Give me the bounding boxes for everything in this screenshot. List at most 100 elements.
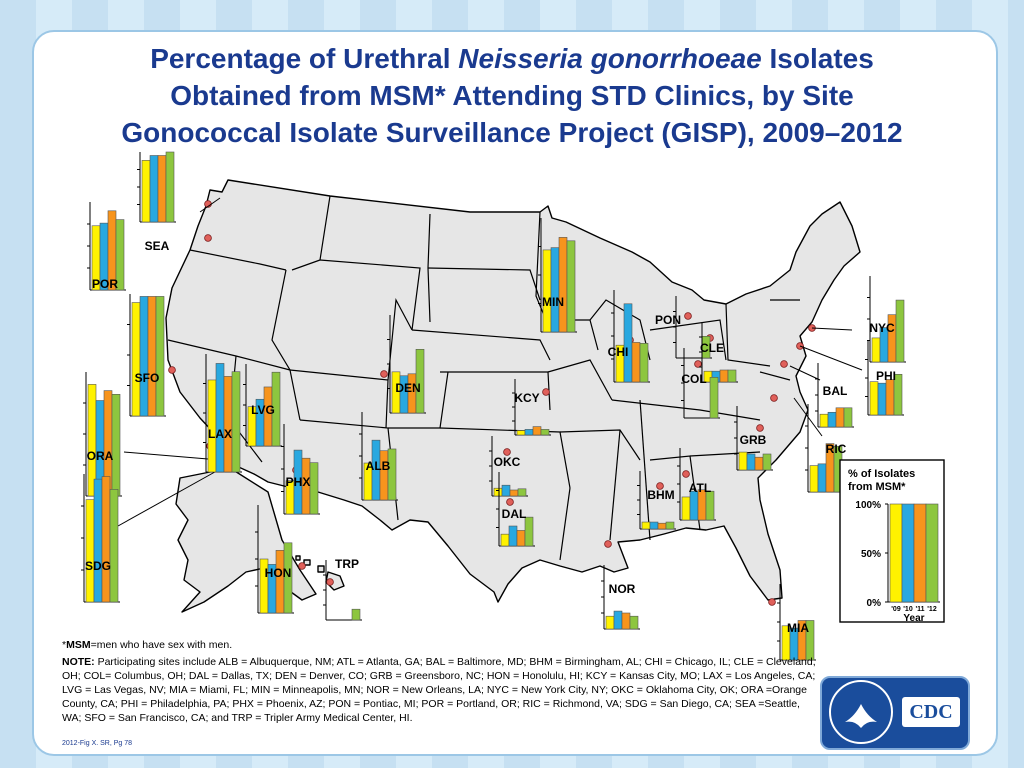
legend-year-label: '09 (891, 606, 901, 613)
site-chart-den: DEN (387, 315, 426, 414)
site-marker-trp (326, 578, 334, 586)
site-chart-sea: SEA (137, 151, 176, 253)
bar-kcy-2 (532, 426, 542, 436)
site-marker-grb (756, 424, 764, 432)
site-label-lax: LAX (208, 427, 232, 441)
hhs-eagle-icon (845, 704, 877, 728)
bar-lvg-3 (271, 371, 281, 447)
site-chart-bhm: BHM (637, 471, 676, 530)
bar-grb-0 (738, 451, 748, 471)
bar-cle-2 (719, 369, 729, 383)
bar-bhm-3 (665, 521, 675, 530)
title-line1-post: Isolates (761, 43, 874, 74)
bar-hon-2 (275, 550, 285, 614)
bar-sdg-2 (101, 476, 111, 603)
bar-ora-3 (111, 394, 121, 497)
bar-ric-1 (817, 463, 827, 493)
footnote: *MSM=men who have sex with men. NOTE: Pa… (62, 638, 822, 725)
title-line2: Obtained from MSM* Attending STD Clinics… (170, 80, 854, 111)
site-chart-col: COL (681, 348, 720, 419)
bar-grb-1 (746, 453, 756, 471)
bar-mia-3 (805, 620, 815, 661)
bar-sdg-1 (93, 478, 103, 603)
site-chart-mia: MIA (777, 584, 816, 661)
site-chart-grb: GRB (734, 406, 773, 471)
site-chart-cle: CLE (699, 322, 738, 383)
site-marker-mia (768, 598, 776, 606)
title-line1-italic: Neisseria gonorrhoeae (458, 43, 762, 74)
bar-den-3 (415, 348, 425, 414)
site-label-hon: HON (265, 566, 292, 580)
bar-sea-0 (141, 160, 151, 223)
site-chart-pon: PON (655, 296, 712, 359)
site-label-kcy: KCY (514, 391, 539, 405)
msm-star: * (62, 639, 67, 651)
site-marker-den (380, 370, 388, 378)
site-chart-phi: PHI (865, 341, 904, 416)
bar-dal-1 (508, 525, 518, 547)
site-marker-ric (770, 394, 778, 402)
bar-nyc-0 (871, 337, 881, 363)
site-marker-okc (503, 448, 511, 456)
hawaii-kauai (295, 555, 301, 561)
site-label-lvg: LVG (251, 403, 275, 417)
figure-id: 2012-Fig X. SR, Pg 78 (62, 740, 133, 747)
site-label-phi: PHI (876, 369, 896, 383)
site-chart-dal: DAL (496, 472, 535, 547)
site-label-col: COL (681, 372, 706, 386)
bar-chi-2 (631, 342, 641, 383)
bar-ric-0 (809, 465, 819, 493)
site-label-sdg: SDG (85, 559, 111, 573)
bar-bal-3 (843, 407, 853, 428)
site-marker-bal (780, 360, 788, 368)
bar-phi-3 (893, 373, 903, 416)
legend-title-line1: % of Isolates (848, 468, 915, 480)
site-chart-okc: OKC (489, 436, 528, 497)
bar-phi-2 (885, 379, 895, 416)
site-bar-charts: SEA POR SFO ORA SDG LAX LVG PHX ALB HON TRP DEN MIN K… (81, 151, 906, 661)
bar-bhm-1 (649, 521, 659, 530)
site-label-por: POR (92, 277, 118, 291)
bar-atl-0 (681, 496, 691, 521)
site-label-ric: RIC (826, 442, 847, 456)
site-label-sfo: SFO (135, 371, 160, 385)
bar-okc-1 (501, 484, 511, 497)
site-label-den: DEN (395, 381, 420, 395)
site-chart-min: MIN (538, 218, 577, 333)
msm-bold: MSM (66, 639, 91, 651)
legend-bar-2 (913, 503, 927, 603)
title-line3: Gonococcal Isolate Surveillance Project … (121, 117, 903, 148)
site-label-atl: ATL (689, 481, 711, 495)
site-chart-lax: LAX (203, 354, 242, 473)
bar-okc-0 (493, 487, 503, 497)
site-label-trp: TRP (335, 557, 359, 571)
bar-nyc-3 (895, 299, 905, 363)
site-chart-bal: BAL (815, 363, 854, 428)
cdc-logo: CDC (902, 697, 960, 727)
bar-okc-2 (509, 489, 519, 497)
site-marker-bhm (656, 482, 664, 490)
site-label-okc: OKC (494, 455, 521, 469)
bar-kcy-3 (540, 429, 550, 436)
site-chart-nor: NOR (601, 565, 640, 630)
site-label-mia: MIA (787, 621, 809, 635)
bar-sfo-0 (131, 302, 141, 417)
site-label-nyc: NYC (869, 321, 895, 335)
legend-title-line2: from MSM* (848, 481, 906, 493)
legend-xlabel: Year (903, 613, 924, 624)
bar-sfo-1 (139, 296, 149, 417)
site-label-min: MIN (542, 295, 564, 309)
bar-phi-1 (877, 382, 887, 416)
legend-tick-label: 100% (855, 500, 881, 511)
msm-text: =men who have sex with men. (90, 639, 233, 651)
site-marker-por (204, 234, 212, 242)
site-marker-pon (684, 312, 692, 320)
bar-min-2 (558, 237, 568, 333)
site-chart-ric: RIC (805, 404, 847, 493)
bar-sdg-0 (85, 499, 95, 603)
bar-dal-2 (516, 530, 526, 547)
bar-cle-3 (727, 369, 737, 383)
site-chart-atl: ATL (677, 448, 716, 521)
